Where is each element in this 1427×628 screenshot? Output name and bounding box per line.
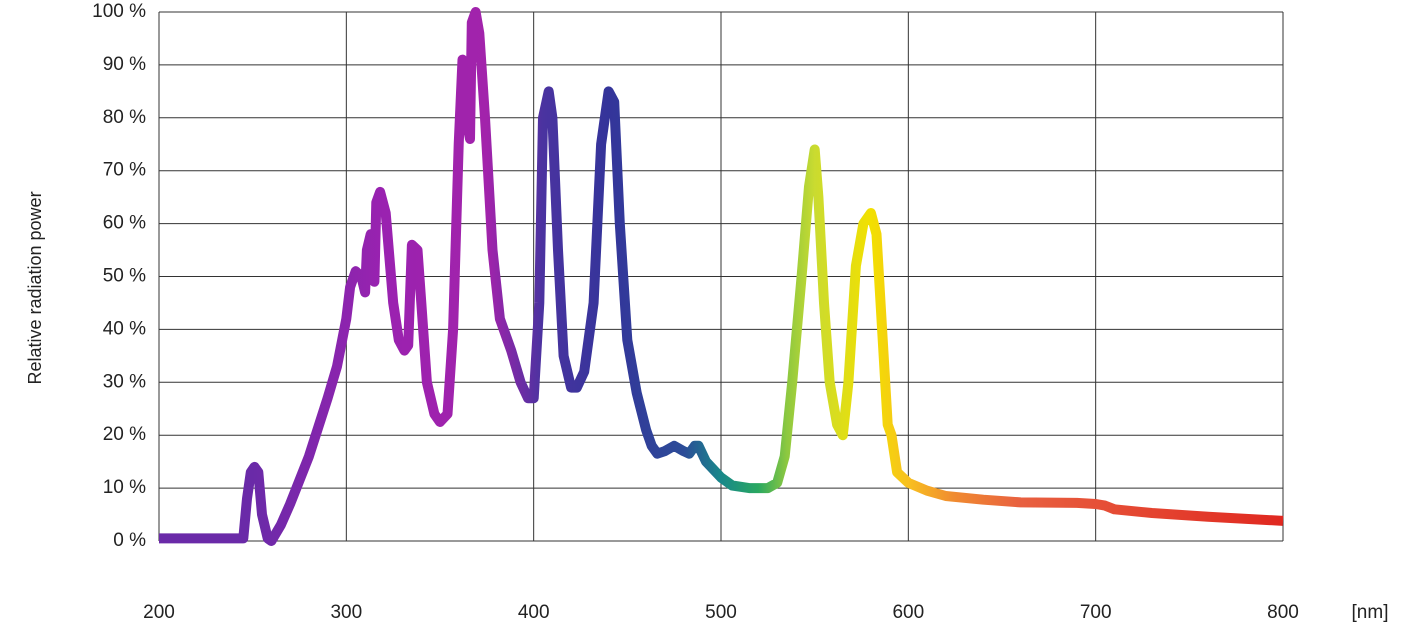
y-tick-label: 30 %: [103, 371, 146, 392]
y-tick-label: 0 %: [113, 530, 146, 551]
x-tick-label: 400: [518, 602, 550, 623]
y-tick-label: 20 %: [103, 424, 146, 445]
y-tick-label: 100 %: [92, 1, 146, 22]
x-tick-label: 600: [892, 602, 924, 623]
x-tick-label: 300: [330, 602, 362, 623]
x-axis-label: [nm]: [1352, 602, 1389, 623]
y-tick-label: 50 %: [103, 266, 146, 287]
y-axis-label: Relative radiation power: [25, 191, 45, 384]
x-tick-label: 500: [705, 602, 737, 623]
spectrum-line: [159, 7, 1284, 546]
y-tick-label: 10 %: [103, 477, 146, 498]
y-tick-label: 40 %: [103, 318, 146, 339]
y-tick-label: 60 %: [103, 213, 146, 234]
y-tick-label: 70 %: [103, 160, 146, 181]
x-tick-label: 700: [1080, 602, 1112, 623]
y-tick-label: 80 %: [103, 107, 146, 128]
y-tick-label: 90 %: [103, 54, 146, 75]
x-tick-label: 200: [143, 602, 175, 623]
x-tick-label: 800: [1267, 602, 1299, 623]
